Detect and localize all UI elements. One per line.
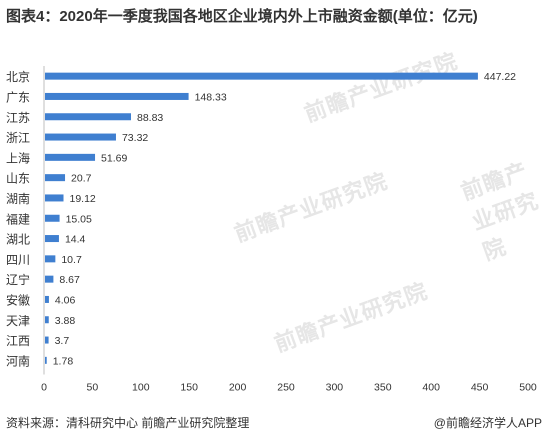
bar bbox=[45, 113, 131, 121]
x-tick-label: 150 bbox=[180, 382, 198, 394]
bar bbox=[45, 153, 96, 161]
category-label: 广东 bbox=[6, 90, 30, 104]
x-tick-label: 50 bbox=[87, 382, 99, 394]
bar bbox=[45, 214, 60, 222]
category-label: 北京 bbox=[6, 70, 30, 84]
category-label: 湖北 bbox=[6, 232, 30, 247]
x-tick-label: 450 bbox=[471, 382, 489, 394]
brand-label: @前瞻经济学人APP bbox=[433, 416, 542, 430]
data-label: 14.4 bbox=[65, 234, 86, 246]
data-label: 447.22 bbox=[484, 71, 516, 83]
bar bbox=[45, 72, 478, 80]
x-tick-label: 500 bbox=[519, 382, 537, 394]
data-label: 20.7 bbox=[71, 173, 92, 185]
data-label: 1.78 bbox=[53, 355, 74, 367]
category-label: 河南 bbox=[6, 353, 30, 368]
data-label: 10.7 bbox=[61, 254, 82, 266]
data-label: 51.69 bbox=[101, 152, 127, 164]
x-tick-label: 350 bbox=[374, 382, 392, 394]
data-label: 148.33 bbox=[195, 91, 227, 103]
x-tick-label: 0 bbox=[41, 382, 47, 394]
x-tick-label: 250 bbox=[277, 382, 295, 394]
category-label: 天津 bbox=[6, 314, 30, 328]
data-label: 8.67 bbox=[59, 274, 80, 286]
category-label: 江苏 bbox=[6, 111, 30, 125]
bar bbox=[45, 316, 49, 324]
bar bbox=[45, 174, 66, 182]
data-label: 3.7 bbox=[55, 335, 70, 347]
data-label: 73.32 bbox=[122, 132, 148, 144]
x-tick-label: 200 bbox=[229, 382, 247, 394]
bar bbox=[45, 295, 49, 303]
x-tick-label: 400 bbox=[422, 382, 440, 394]
bar bbox=[45, 133, 116, 141]
category-label: 福建 bbox=[6, 211, 30, 226]
x-tick-label: 300 bbox=[326, 382, 344, 394]
category-label: 山东 bbox=[6, 172, 30, 186]
category-label: 安徽 bbox=[6, 292, 30, 307]
source-note: 资料来源：清科研究中心 前瞻产业研究院整理 bbox=[6, 416, 250, 430]
bar bbox=[45, 194, 64, 202]
category-label: 湖南 bbox=[6, 191, 30, 206]
data-label: 15.05 bbox=[66, 213, 92, 225]
bar bbox=[45, 336, 49, 344]
category-label: 辽宁 bbox=[6, 272, 30, 287]
data-label: 3.88 bbox=[55, 315, 76, 327]
x-tick-label: 100 bbox=[132, 382, 150, 394]
data-label: 4.06 bbox=[55, 294, 76, 306]
data-label: 19.12 bbox=[70, 193, 96, 205]
category-label: 浙江 bbox=[6, 131, 30, 145]
chart-title: 图表4：2020年一季度我国各地区企业境内外上市融资金额(单位：亿元) bbox=[6, 8, 478, 25]
bar bbox=[45, 356, 47, 364]
bar bbox=[45, 255, 56, 263]
bar bbox=[45, 92, 189, 100]
bar bbox=[45, 235, 59, 243]
bar bbox=[45, 275, 54, 283]
category-label: 江西 bbox=[6, 334, 30, 348]
category-label: 上海 bbox=[6, 150, 30, 165]
data-label: 88.83 bbox=[137, 112, 163, 124]
category-label: 四川 bbox=[6, 253, 30, 267]
